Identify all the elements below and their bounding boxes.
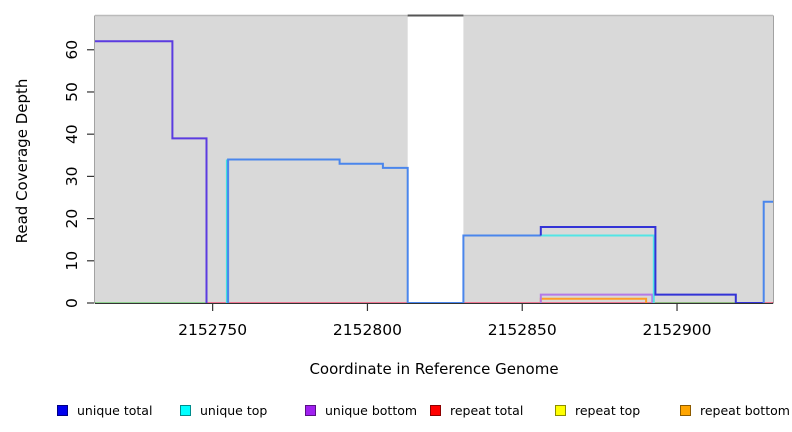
- x-tick-label: 2152850: [488, 321, 557, 339]
- series-unique-bottom-left-steps: [95, 40, 208, 303]
- legend-label: unique total: [77, 402, 153, 418]
- y-tick-label: 50: [63, 82, 81, 102]
- legend-item-repeat-top: repeat top: [555, 399, 640, 421]
- series-unique-bottom-right: [539, 293, 654, 303]
- y-axis-title: Read Coverage Depth: [13, 78, 31, 244]
- legend: unique total unique top unique bottom re…: [0, 399, 792, 423]
- y-tick-label: 60: [63, 40, 81, 60]
- repeat-bottom-swatch-icon: [680, 404, 691, 416]
- y-tick-label: 10: [63, 251, 81, 271]
- series-unique-top-right: [540, 234, 655, 303]
- x-tick-label: 2152900: [643, 321, 712, 339]
- repeat-top-swatch-icon: [555, 404, 566, 416]
- legend-item-unique-total: unique total: [57, 399, 152, 421]
- legend-label: repeat top: [575, 402, 641, 418]
- legend-label: unique bottom: [325, 402, 418, 418]
- x-tick-label: 2152750: [178, 321, 247, 339]
- y-tick-label: 0: [63, 298, 81, 308]
- series-unique-total-box1: [227, 158, 541, 304]
- legend-item-unique-bottom: unique bottom: [305, 399, 417, 421]
- x-tick-label: 2152800: [333, 321, 402, 339]
- legend-item-repeat-total: repeat total: [430, 399, 523, 421]
- legend-item-unique-top: unique top: [180, 399, 267, 421]
- legend-label: repeat total: [450, 402, 524, 418]
- legend-label: repeat bottom: [700, 402, 790, 418]
- legend-label: unique top: [200, 402, 268, 418]
- legend-item-repeat-bottom: repeat bottom: [680, 399, 790, 421]
- repeat-total-swatch-icon: [430, 404, 441, 416]
- series-unique-total-right: [762, 200, 773, 303]
- unique-total-swatch-icon: [57, 404, 68, 416]
- unique-top-swatch-icon: [180, 404, 191, 416]
- unique-bottom-swatch-icon: [305, 404, 316, 416]
- y-tick-label: 20: [63, 209, 81, 229]
- y-tick-label: 40: [63, 124, 81, 144]
- y-tick-label: 30: [63, 167, 81, 187]
- coverage-panel-2: [463, 15, 773, 302]
- x-axis-title: Coordinate in Reference Genome: [309, 360, 559, 378]
